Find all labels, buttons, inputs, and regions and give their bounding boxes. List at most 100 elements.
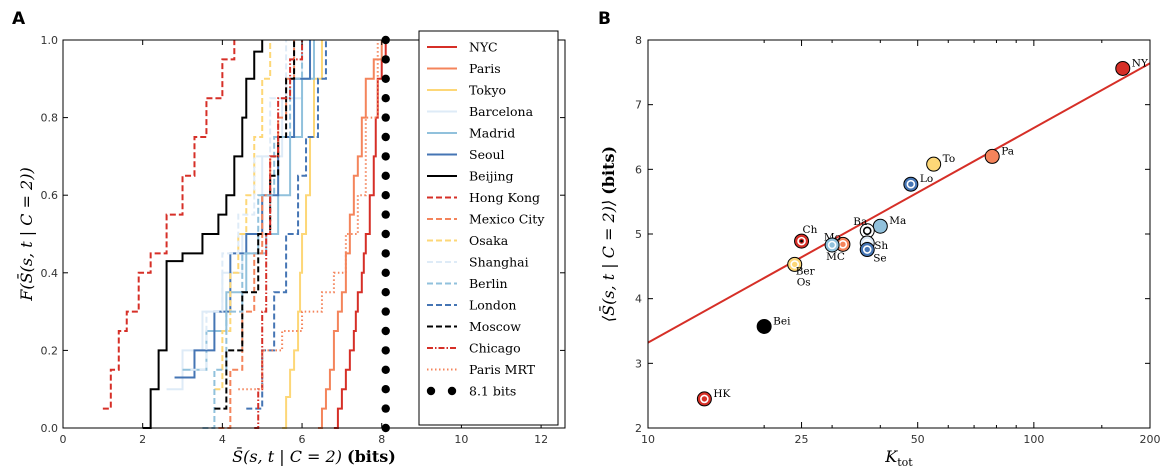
y-axis-label: F(S̄(s, t | C = 2)) — [15, 167, 36, 301]
legend-entry-label: Beijing — [469, 169, 514, 184]
plot-frame — [647, 39, 1151, 429]
scatter-point — [756, 318, 772, 334]
scatter-point-inner-ring — [862, 226, 872, 236]
cdf-line-paris — [317, 40, 383, 429]
x-tick-label: 10 — [641, 433, 655, 446]
cdf-line-osaka — [214, 40, 272, 391]
regression-line — [647, 62, 1151, 344]
scatter-point-label: Ma — [889, 215, 906, 227]
y-tick-label: 0.2 — [41, 344, 59, 357]
legend-entry-label: Seoul — [469, 147, 505, 162]
scatter-point-label: Ch — [803, 224, 818, 236]
scatter-point-inner-ring — [700, 394, 709, 404]
cdf-reference-dot — [381, 365, 390, 374]
y-tick-label: 0.0 — [41, 422, 59, 435]
scatter-point — [824, 237, 840, 253]
scatter-point — [696, 391, 712, 407]
x-tick-label: 4 — [219, 433, 226, 446]
scatter-point-inner-ring — [862, 245, 872, 254]
legend-entry-label: Paris — [469, 61, 501, 76]
cdf-reference-dot — [381, 94, 390, 103]
legend-entry-label: Chicago — [469, 341, 521, 356]
y-tick-label: 0.8 — [41, 112, 59, 125]
cdf-reference-dot — [381, 132, 390, 142]
cdf-line-seoul — [174, 40, 312, 379]
y-tick-label: 2 — [635, 422, 642, 435]
x-tick-label: 2 — [139, 433, 146, 446]
cdf-line-hong-kong — [102, 40, 236, 410]
x-tick-label: 25 — [795, 433, 809, 446]
scatter-point-inner-ring — [797, 236, 806, 246]
scatter-point-label: Bei — [773, 315, 791, 327]
plot-frame — [62, 39, 566, 429]
x-tick-label: 50 — [911, 433, 925, 446]
x-tick-label: 6 — [299, 433, 306, 446]
x-tick-label: 0 — [60, 433, 67, 446]
scatter-point-label: Se — [873, 253, 886, 265]
cdf-reference-dot — [381, 55, 390, 64]
cdf-reference-dot — [381, 229, 390, 239]
x-tick-label: 100 — [1023, 433, 1044, 446]
cdf-line-london — [246, 40, 327, 410]
cdf-line-chicago — [254, 40, 304, 429]
scatter-point-label: HK — [713, 388, 730, 400]
scatter-point-label: Ber — [796, 265, 816, 277]
x-tick-label: 10 — [454, 433, 468, 446]
scatter-point-center — [800, 239, 803, 243]
legend-swatch-dot — [426, 386, 436, 396]
scatter-point-inner-ring — [827, 240, 837, 250]
scatter-point — [903, 176, 919, 192]
legend-entry-label: London — [469, 298, 516, 313]
cdf-reference-dot — [381, 288, 390, 297]
cdf-line-shanghai — [190, 40, 288, 371]
scatter-point-label: Pa — [1001, 145, 1014, 157]
y-tick-label: 6 — [635, 163, 642, 176]
cdf-reference-dot — [381, 268, 390, 277]
panel-label-b: B — [598, 9, 611, 29]
legend-entry-label: Berlin — [469, 276, 508, 291]
cdf-reference-dot — [381, 191, 390, 200]
cdf-reference-dot — [381, 385, 390, 394]
cdf-line-moscow — [214, 40, 296, 410]
scatter-point — [926, 156, 942, 172]
legend-entry-label: Barcelona — [469, 104, 534, 119]
scatter-point — [1115, 60, 1131, 76]
scatter-point-label: NY — [1132, 57, 1149, 69]
scatter-point — [872, 218, 888, 234]
legend-entry-label: NYC — [469, 40, 498, 55]
cdf-reference-dot — [381, 307, 390, 316]
x-axis-label: S̄(s, t | C = 2) (bits) — [232, 445, 396, 466]
cdf-reference-dot — [381, 74, 390, 84]
y-tick-label: 3 — [635, 357, 642, 370]
x-tick-label: 12 — [534, 433, 548, 446]
cdf-line-mexico-city — [218, 40, 296, 429]
cdf-reference-dot — [381, 171, 390, 180]
y-tick-label: 1.0 — [41, 34, 59, 47]
cdf-reference-dot — [381, 326, 390, 336]
cdf-line-paris-mrt — [238, 40, 379, 391]
cdf-reference-dot — [381, 404, 390, 413]
x-axis-label: Ktot — [884, 447, 913, 468]
scatter-point — [787, 256, 803, 272]
legend-box — [418, 30, 559, 426]
legend-entry-label: Osaka — [469, 233, 509, 248]
scatter-point-inner-ring — [790, 260, 800, 269]
legend-entry-label: Shanghai — [469, 255, 529, 270]
scatter-point — [984, 148, 1000, 164]
cdf-reference-dot — [381, 152, 390, 161]
panel-a-cdf-chart: 0 2 4 6 8 10 12 0.0 0.2 0.4 0.6 0.8 1.0 S̄(s, t | C =… — [15, 30, 566, 466]
legend-entry-label: 8.1 bits — [469, 384, 516, 399]
scatter-point-label: To — [943, 153, 956, 165]
cdf-line-nyc — [333, 40, 387, 429]
scatter-point-label: Ba — [853, 216, 867, 228]
y-tick-label: 0.4 — [41, 267, 59, 280]
y-tick-label: 0.6 — [41, 189, 59, 202]
legend-entry-label: Paris MRT — [469, 362, 536, 377]
legend-entry-label: Hong Kong — [469, 190, 540, 205]
scatter-point-label: Os — [797, 276, 811, 288]
cdf-reference-dot — [381, 249, 390, 258]
legend-entry-label: Mexico City — [469, 212, 545, 227]
panel-label-a: A — [12, 9, 26, 29]
cdf-line-beijing — [142, 40, 264, 429]
